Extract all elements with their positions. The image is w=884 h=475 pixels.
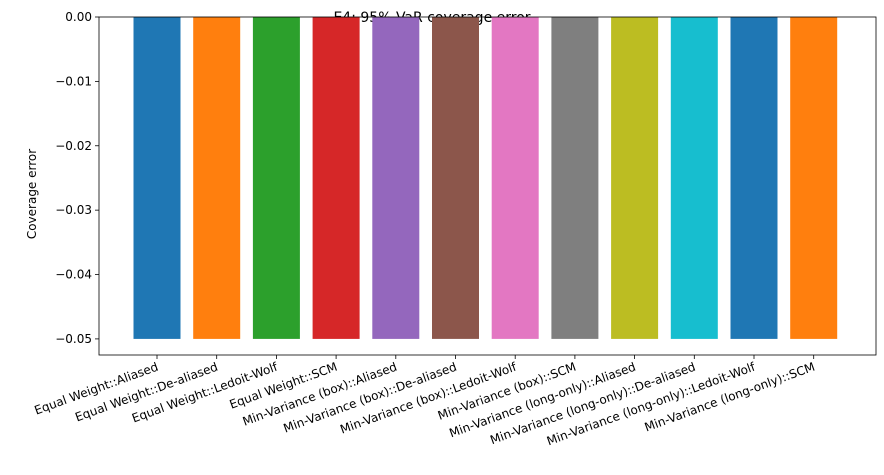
bar xyxy=(312,17,360,339)
bar xyxy=(790,17,838,339)
y-tick-label: −0.04 xyxy=(55,268,92,282)
bar xyxy=(491,17,539,339)
y-tick-label: −0.02 xyxy=(55,139,92,153)
bar xyxy=(372,17,420,339)
bar xyxy=(432,17,479,339)
bar xyxy=(133,17,181,339)
bar-group xyxy=(133,17,838,339)
bar xyxy=(611,17,659,339)
bar xyxy=(730,17,778,339)
y-tick-label: −0.03 xyxy=(55,203,92,217)
bar xyxy=(193,17,241,339)
y-axis-label: Coverage error xyxy=(25,149,39,239)
bar xyxy=(670,17,718,339)
y-axis-ticks: 0.00 −0.01 −0.02 −0.03 −0.04 −0.05 xyxy=(55,10,99,346)
y-tick-label: −0.01 xyxy=(55,74,92,88)
y-tick-label: 0.00 xyxy=(65,10,92,24)
bar xyxy=(551,17,599,339)
bar xyxy=(252,17,300,339)
plot-frame xyxy=(98,16,877,356)
y-tick-label: −0.05 xyxy=(55,332,92,346)
